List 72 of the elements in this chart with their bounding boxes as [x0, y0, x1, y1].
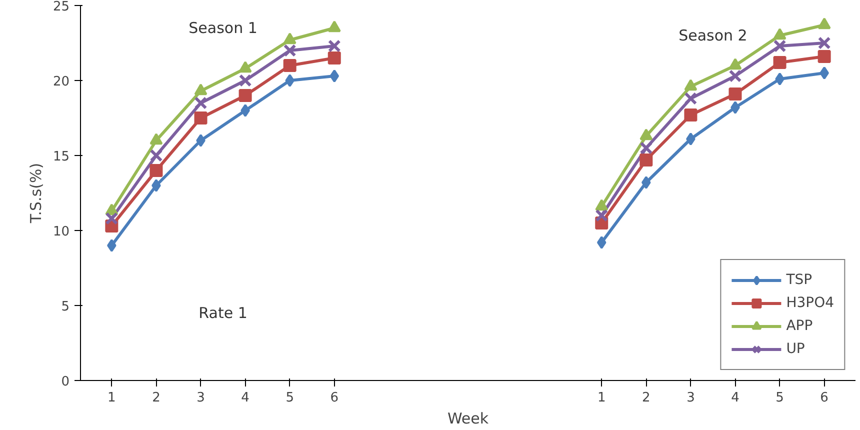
legend-label: H3PO4 [786, 295, 834, 311]
point [285, 74, 295, 87]
point [818, 36, 831, 50]
point [728, 88, 742, 100]
x-tick-label: 1 [597, 390, 606, 406]
point [728, 70, 742, 82]
point [818, 50, 831, 63]
point [194, 96, 208, 110]
y-axis-title: T.S.s(%) [26, 162, 45, 224]
x-tick-label: 6 [330, 390, 339, 406]
legend-label: APP [786, 318, 813, 334]
annotation: Rate 1 [198, 304, 248, 322]
point [730, 101, 740, 114]
point [684, 79, 698, 91]
point [283, 44, 296, 57]
x-tick-label: 4 [731, 390, 740, 406]
point [105, 212, 118, 225]
point [194, 84, 208, 96]
point [728, 58, 742, 70]
point [150, 133, 163, 145]
point [773, 40, 786, 52]
x-tick-label: 4 [241, 390, 250, 406]
annotation: Season 1 [188, 19, 258, 37]
y-tick-label: 10 [52, 224, 70, 240]
point [238, 74, 252, 87]
point [640, 154, 653, 166]
x-axis-title: Week [447, 410, 489, 428]
point [595, 199, 608, 211]
x-tick-label: 2 [642, 390, 650, 406]
x-tick-label: 1 [108, 390, 116, 406]
point [240, 104, 250, 117]
point [107, 239, 116, 252]
point [330, 70, 340, 82]
y-tick-label: 15 [52, 150, 70, 164]
legend-label: UP [786, 341, 806, 357]
point [328, 52, 341, 64]
point [238, 61, 252, 73]
x-tick-label: 3 [686, 390, 695, 406]
point [686, 132, 696, 146]
point [640, 142, 653, 154]
point [194, 112, 208, 124]
point [283, 32, 296, 44]
point [641, 176, 651, 189]
point [684, 92, 698, 105]
point [150, 164, 163, 177]
point [595, 209, 608, 222]
point [328, 20, 341, 32]
point [640, 128, 653, 140]
point [152, 179, 161, 192]
point [773, 56, 786, 69]
point [596, 236, 606, 249]
y-tick-label: 20 [52, 74, 70, 90]
x-tick-label: 2 [152, 390, 160, 406]
point [283, 59, 296, 72]
y-tick-label: 0 [61, 374, 70, 390]
x-tick-label: 5 [286, 390, 294, 406]
x-tick-label: 3 [196, 390, 205, 406]
x-tick-label: 6 [820, 390, 828, 406]
point [684, 108, 698, 122]
point [775, 72, 784, 86]
x-tick-label: 5 [776, 390, 784, 406]
y-tick-label: 25 [52, 0, 70, 14]
point [818, 18, 831, 30]
point [238, 89, 252, 102]
point [150, 149, 163, 162]
point [196, 134, 206, 147]
point [820, 66, 829, 80]
annotation: Season 2 [678, 26, 748, 44]
legend-label: TSP [786, 272, 812, 288]
point [773, 28, 786, 40]
y-tick-label: 5 [61, 300, 70, 314]
point [328, 40, 341, 52]
